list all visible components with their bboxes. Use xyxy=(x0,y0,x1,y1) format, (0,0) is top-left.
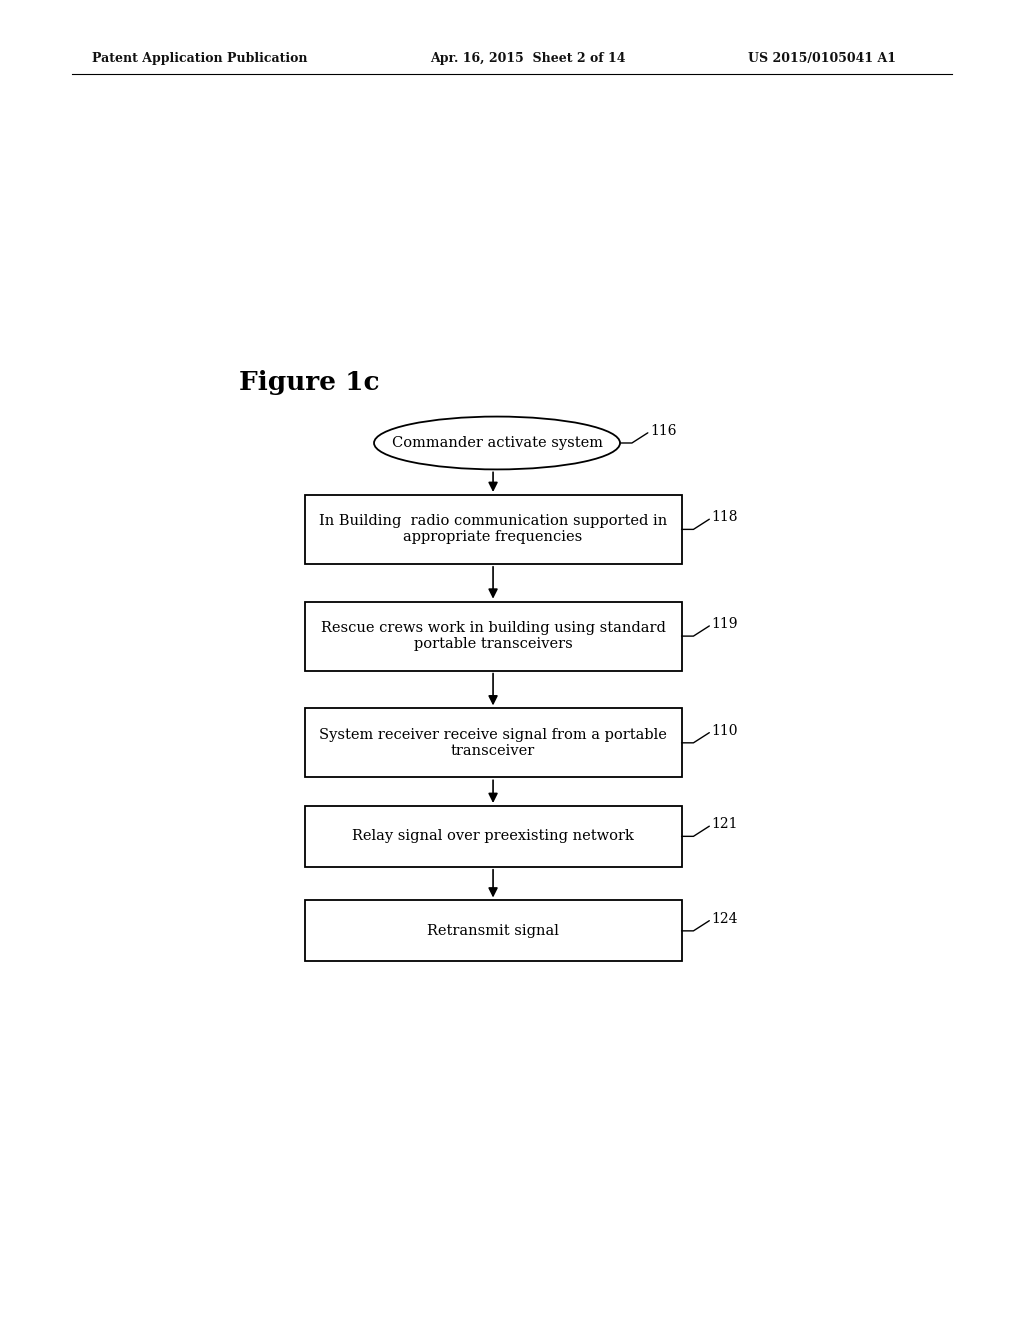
Text: 110: 110 xyxy=(712,723,738,738)
Text: Retransmit signal: Retransmit signal xyxy=(427,924,559,939)
Text: System receiver receive signal from a portable
transceiver: System receiver receive signal from a po… xyxy=(319,727,667,758)
FancyBboxPatch shape xyxy=(304,709,682,777)
Text: 116: 116 xyxy=(650,424,677,438)
Text: In Building  radio communication supported in
appropriate frequencies: In Building radio communication supporte… xyxy=(318,515,668,544)
Text: Rescue crews work in building using standard
portable transceivers: Rescue crews work in building using stan… xyxy=(321,620,666,651)
Text: Patent Application Publication: Patent Application Publication xyxy=(92,51,307,65)
Text: 119: 119 xyxy=(712,616,738,631)
FancyBboxPatch shape xyxy=(304,602,682,671)
FancyBboxPatch shape xyxy=(304,805,682,867)
Ellipse shape xyxy=(374,417,621,470)
Text: Figure 1c: Figure 1c xyxy=(240,370,380,395)
FancyBboxPatch shape xyxy=(304,900,682,961)
Text: 118: 118 xyxy=(712,511,738,524)
Text: US 2015/0105041 A1: US 2015/0105041 A1 xyxy=(748,51,896,65)
Text: Apr. 16, 2015  Sheet 2 of 14: Apr. 16, 2015 Sheet 2 of 14 xyxy=(430,51,626,65)
Text: Commander activate system: Commander activate system xyxy=(391,436,602,450)
FancyBboxPatch shape xyxy=(304,495,682,564)
Text: Relay signal over preexisting network: Relay signal over preexisting network xyxy=(352,829,634,843)
Text: 124: 124 xyxy=(712,912,738,925)
Text: 121: 121 xyxy=(712,817,738,832)
